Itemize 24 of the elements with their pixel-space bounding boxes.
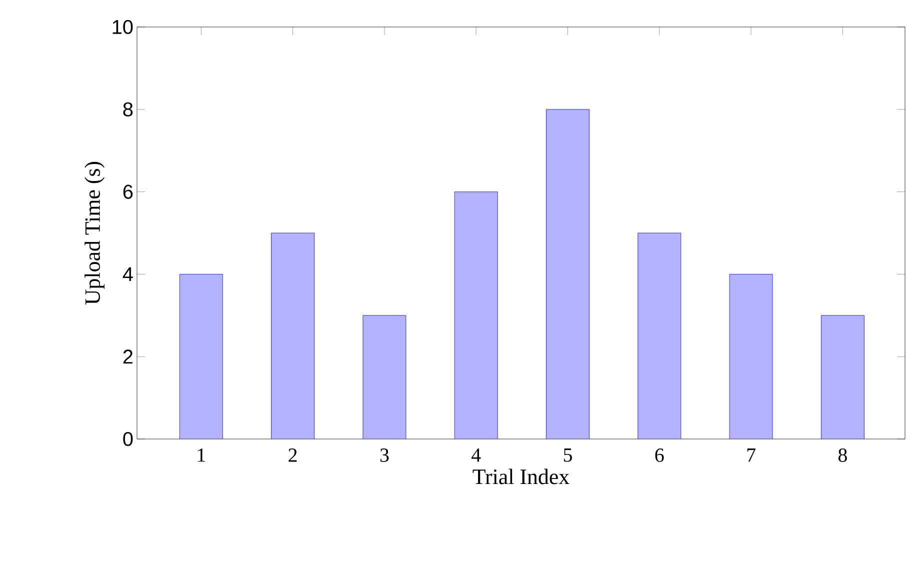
y-tick-label: 10: [112, 20, 133, 34]
x-tick-label: 7: [747, 448, 756, 462]
x-tick-label: 6: [655, 448, 664, 462]
bar: [362, 315, 406, 439]
bar: [179, 274, 223, 439]
x-tick-label: 8: [838, 448, 847, 462]
x-tick-label: 2: [288, 448, 297, 462]
y-tick-label: 0: [123, 432, 133, 446]
y-tick-label: 4: [122, 267, 133, 282]
bar: [729, 274, 773, 439]
x-axis-title: Trial Index: [472, 468, 570, 484]
y-tick-label: 6: [123, 184, 133, 199]
bar: [820, 315, 864, 439]
y-tick-label: 2: [123, 350, 132, 364]
x-tick-label: 3: [380, 448, 389, 462]
x-tick-label: 5: [564, 448, 572, 462]
x-tick-label: 1: [198, 448, 205, 462]
y-tick-label: 8: [123, 102, 133, 116]
bar: [454, 192, 498, 439]
y-axis-title: Upload Time (s): [84, 162, 104, 305]
bar: [546, 109, 590, 439]
bar: [638, 232, 682, 439]
x-tick-label: 4: [472, 448, 481, 462]
bar: [271, 232, 315, 439]
